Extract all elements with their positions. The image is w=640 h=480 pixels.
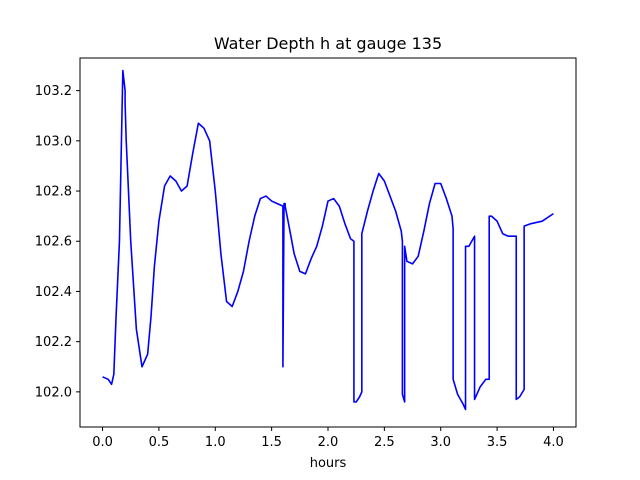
x-tick-label: 0.0 bbox=[92, 435, 113, 450]
x-tick-label: 1.5 bbox=[261, 435, 282, 450]
x-tick-label: 0.5 bbox=[149, 435, 170, 450]
y-tick-label: 102.6 bbox=[35, 235, 72, 250]
x-tick-label: 4.0 bbox=[543, 435, 564, 450]
y-axis: 102.0 102.2 102.4 102.6 102.8 103.0 103.2 bbox=[35, 84, 80, 400]
chart-title: Water Depth h at gauge 135 bbox=[214, 34, 442, 53]
y-tick-label: 103.2 bbox=[35, 84, 72, 99]
x-tick-label: 3.0 bbox=[430, 435, 451, 450]
y-tick-label: 102.8 bbox=[35, 185, 72, 200]
y-tick-label: 102.4 bbox=[35, 285, 72, 300]
x-tick-label: 1.0 bbox=[205, 435, 226, 450]
series-line-0 bbox=[102, 69, 554, 411]
y-tick-label: 102.2 bbox=[35, 335, 72, 350]
x-tick-label: 2.5 bbox=[374, 435, 395, 450]
x-tick-label: 3.5 bbox=[487, 435, 508, 450]
y-tick-label: 102.0 bbox=[35, 385, 72, 400]
y-tick-label: 103.0 bbox=[35, 134, 72, 149]
x-tick-label: 2.0 bbox=[318, 435, 339, 450]
plot-frame bbox=[79, 57, 577, 428]
plot-area bbox=[102, 69, 554, 411]
x-axis: 0.0 0.5 1.0 1.5 2.0 2.5 3.0 3.5 4.0 bbox=[92, 427, 564, 450]
x-axis-label: hours bbox=[310, 456, 347, 471]
